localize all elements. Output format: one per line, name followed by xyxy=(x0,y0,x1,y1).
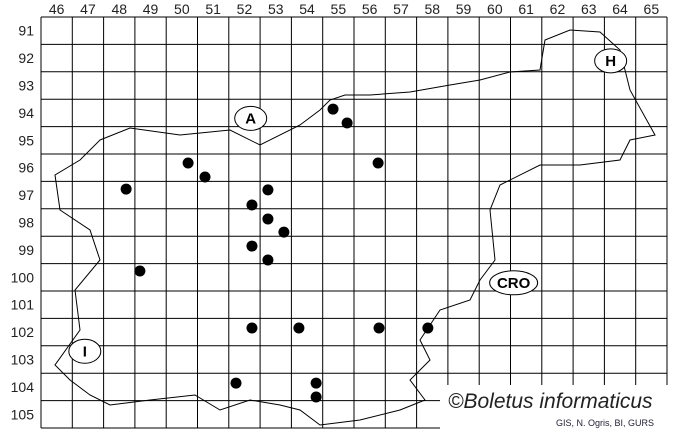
record-dot xyxy=(246,199,258,211)
row-label: 96 xyxy=(18,160,34,176)
record-dot xyxy=(422,322,434,334)
region-ellipse xyxy=(489,270,539,296)
row-label: 104 xyxy=(11,379,35,395)
record-dot xyxy=(120,183,132,195)
record-markers xyxy=(120,103,434,403)
record-dot xyxy=(262,213,274,225)
column-label: 60 xyxy=(487,1,503,17)
credit-background xyxy=(440,385,672,429)
row-label: 101 xyxy=(11,297,35,313)
row-label: 102 xyxy=(11,324,35,340)
column-labels: 46 47 48 49 50 51 52 53 54 55 56 57 58 59 60 61 62 63 64 65 xyxy=(49,1,659,17)
source-text: GIS, N. Ogris, BI, GURS xyxy=(556,418,654,428)
column-label: 47 xyxy=(80,1,96,17)
column-label: 55 xyxy=(331,1,347,17)
row-label: 99 xyxy=(18,242,34,258)
record-dot xyxy=(341,117,353,129)
record-dot xyxy=(327,103,339,115)
row-label: 95 xyxy=(18,132,34,148)
column-label: 64 xyxy=(612,1,628,17)
record-dot xyxy=(199,171,211,183)
record-dot xyxy=(230,377,242,389)
row-label: 100 xyxy=(11,269,35,285)
row-label: 94 xyxy=(18,105,34,121)
region-ellipse xyxy=(234,105,268,131)
row-label: 93 xyxy=(18,78,34,94)
record-dot xyxy=(262,184,274,196)
row-label: 97 xyxy=(18,187,34,203)
country-border xyxy=(54,29,656,426)
column-label: 51 xyxy=(205,1,221,17)
column-label: 62 xyxy=(550,1,566,17)
column-label: 63 xyxy=(581,1,597,17)
region-ellipse xyxy=(68,338,102,364)
column-label: 54 xyxy=(299,1,315,17)
region-label: CRO xyxy=(497,275,531,292)
column-label: 61 xyxy=(518,1,534,17)
record-dot xyxy=(246,240,258,252)
region-label: H xyxy=(605,53,616,70)
record-dot xyxy=(293,322,305,334)
record-dot xyxy=(372,157,384,169)
region-label: A xyxy=(245,110,256,127)
column-label: 46 xyxy=(49,1,65,17)
column-label: 48 xyxy=(111,1,127,17)
column-label: 56 xyxy=(362,1,378,17)
record-dot xyxy=(246,322,258,334)
column-label: 65 xyxy=(644,1,660,17)
record-dot xyxy=(310,391,322,403)
row-label: 105 xyxy=(11,406,35,422)
record-dot xyxy=(373,322,385,334)
grid-lines xyxy=(40,16,668,429)
column-label: 59 xyxy=(456,1,472,17)
column-label: 57 xyxy=(393,1,409,17)
region-ellipse xyxy=(594,48,628,74)
row-label: 103 xyxy=(11,352,35,368)
copyright-text: ©Boletus informaticus xyxy=(448,390,653,413)
column-label: 52 xyxy=(237,1,253,17)
row-labels: 91 92 93 94 95 96 97 98 99 100 101 102 103 104 105 xyxy=(11,23,35,423)
row-label: 92 xyxy=(18,50,34,66)
row-label: 91 xyxy=(18,23,34,39)
border-outline xyxy=(54,29,656,426)
record-dot xyxy=(134,265,146,277)
column-label: 53 xyxy=(268,1,284,17)
record-dot xyxy=(278,226,290,238)
column-label: 50 xyxy=(174,1,190,17)
row-label: 98 xyxy=(18,215,34,231)
record-dot xyxy=(182,157,194,169)
column-label: 49 xyxy=(143,1,159,17)
record-dot xyxy=(310,377,322,389)
region-labels: A H CRO I xyxy=(68,48,628,364)
column-label: 58 xyxy=(424,1,440,17)
record-dot xyxy=(262,254,274,266)
region-label: I xyxy=(83,343,87,360)
